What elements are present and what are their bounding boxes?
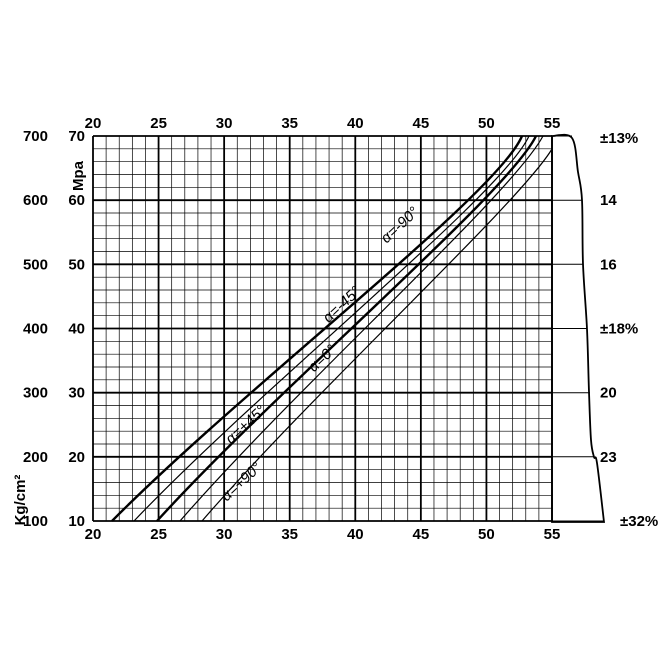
svg-text:25: 25 (150, 115, 167, 132)
svg-text:55: 55 (544, 115, 561, 132)
svg-text:500: 500 (23, 256, 48, 273)
svg-text:45: 45 (413, 115, 430, 132)
svg-text:30: 30 (216, 115, 233, 132)
svg-text:20: 20 (85, 115, 102, 132)
svg-text:200: 200 (23, 449, 48, 466)
svg-text:45: 45 (413, 526, 430, 543)
svg-text:35: 35 (281, 526, 298, 543)
svg-text:10: 10 (68, 513, 85, 530)
svg-text:300: 300 (23, 385, 48, 402)
svg-text:50: 50 (478, 526, 495, 543)
svg-text:20: 20 (68, 449, 85, 466)
svg-text:40: 40 (347, 115, 364, 132)
svg-text:Mpa: Mpa (70, 160, 87, 191)
svg-text:16: 16 (600, 256, 617, 273)
svg-text:14: 14 (600, 192, 617, 209)
svg-text:40: 40 (68, 321, 85, 338)
svg-text:±13%: ±13% (600, 130, 638, 147)
svg-text:20: 20 (600, 385, 617, 402)
svg-text:35: 35 (281, 115, 298, 132)
svg-text:30: 30 (216, 526, 233, 543)
svg-text:70: 70 (68, 128, 85, 145)
svg-text:40: 40 (347, 526, 364, 543)
svg-text:600: 600 (23, 192, 48, 209)
svg-text:25: 25 (150, 526, 167, 543)
svg-text:50: 50 (68, 256, 85, 273)
svg-text:700: 700 (23, 128, 48, 145)
svg-text:400: 400 (23, 321, 48, 338)
svg-text:23: 23 (600, 449, 617, 466)
svg-text:20: 20 (85, 526, 102, 543)
svg-text:±18%: ±18% (600, 321, 638, 338)
svg-text:30: 30 (68, 385, 85, 402)
svg-text:50: 50 (478, 115, 495, 132)
svg-text:55: 55 (544, 526, 561, 543)
svg-text:Kg/cm²: Kg/cm² (12, 475, 29, 526)
svg-text:±32%: ±32% (620, 513, 658, 530)
svg-text:60: 60 (68, 192, 85, 209)
